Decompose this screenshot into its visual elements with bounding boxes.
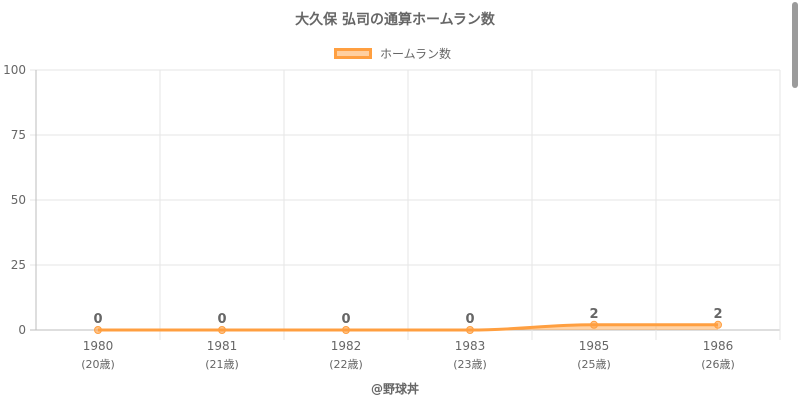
x-age-label: (25歳) [577,358,611,371]
scrollbar[interactable] [790,0,800,400]
chart-title: 大久保 弘司の通算ホームラン数 [295,12,495,28]
x-tick-label: 1982 [331,339,362,353]
series-line [98,323,718,332]
y-tick-label: 25 [11,258,26,272]
grid-layer [30,69,781,340]
x-tick-label: 1980 [83,339,114,353]
scrollbar-thumb[interactable] [792,2,798,88]
legend[interactable]: ホームラン数 [334,44,451,62]
series-layer [94,320,722,334]
y-tick-label: 100 [3,63,26,77]
x-tick-label: 1986 [703,339,734,353]
data-point [94,326,102,334]
x-age-label: (20歳) [81,358,115,371]
legend-swatch [334,47,372,59]
x-tick-label: 1985 [579,339,610,353]
y-tick-label: 75 [11,128,26,142]
axis-layer: 0 25 50 75 100 1980 (20歳) 1981 (21歳) 1982 (22歳) 198… [3,63,735,371]
x-age-label: (23歳) [453,358,487,371]
footer-credit: @野球丼 [370,382,419,396]
data-label: 2 [713,307,722,322]
y-tick-label: 50 [11,193,26,207]
data-label: 0 [217,312,226,327]
data-point [342,326,350,334]
data-point [218,326,226,334]
data-label: 0 [341,312,350,327]
x-tick-label: 1981 [207,339,238,353]
data-point [466,326,474,334]
data-label: 0 [465,312,474,327]
y-tick-label: 0 [18,323,26,337]
x-tick-label: 1983 [455,339,486,353]
x-age-label: (22歳) [329,358,363,371]
legend-label: ホームラン数 [380,46,452,61]
data-label: 2 [589,307,598,322]
data-point [714,320,722,329]
data-point [590,320,598,329]
label-layer: 0 0 0 0 2 2 [93,307,722,327]
data-label: 0 [93,312,102,327]
x-age-label: (26歳) [701,358,735,371]
x-age-label: (21歳) [205,358,239,371]
